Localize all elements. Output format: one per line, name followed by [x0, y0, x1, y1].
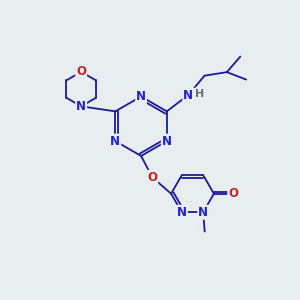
Text: N: N [110, 135, 120, 148]
Text: O: O [147, 171, 158, 184]
Text: N: N [136, 90, 146, 103]
Text: O: O [228, 187, 238, 200]
Text: N: N [162, 135, 172, 148]
Text: N: N [76, 100, 86, 113]
Text: H: H [195, 88, 204, 98]
Text: O: O [76, 65, 86, 78]
Text: N: N [198, 206, 208, 219]
Text: N: N [183, 88, 193, 101]
Text: N: N [177, 206, 187, 219]
